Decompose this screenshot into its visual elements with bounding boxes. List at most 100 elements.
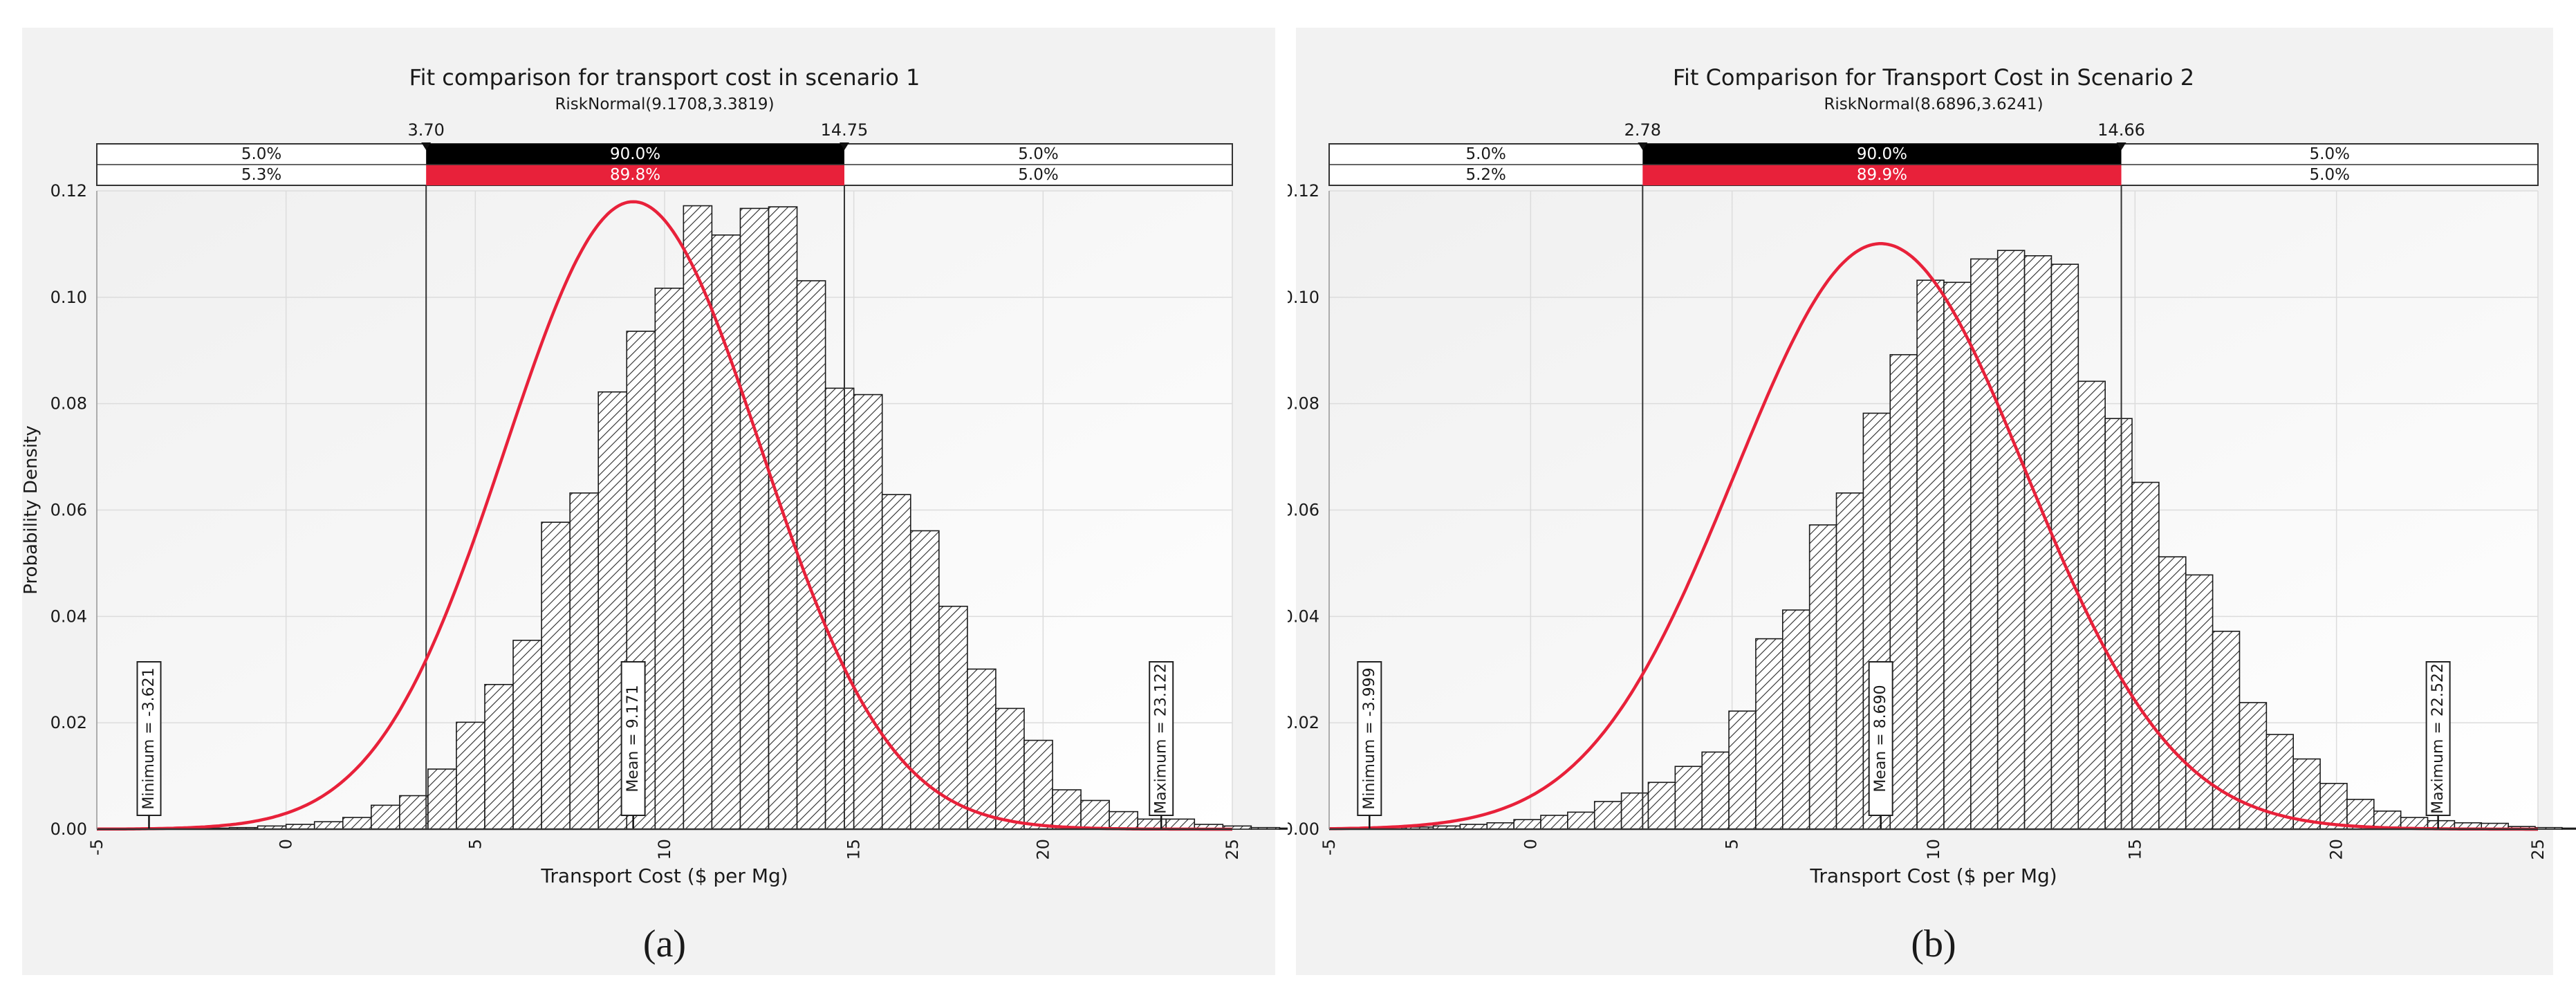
x-tick-label: 5 [465, 839, 485, 849]
histogram-bar [1023, 739, 1053, 830]
histogram-bar [2185, 574, 2214, 830]
histogram-bar [1567, 811, 1595, 830]
histogram-bar [1835, 492, 1864, 830]
delimiter-bar-middle-data [1642, 165, 2122, 185]
histogram-bar [2535, 826, 2563, 830]
y-tick-label: 0.12 [50, 181, 87, 201]
y-tick-label: 0.02 [1288, 713, 1319, 732]
histogram-bar [1513, 819, 1541, 830]
chart-panel-b: Minimum = -3.999 Mean = 8.690 Maximum = 22… [1288, 28, 2576, 975]
histogram-bar [427, 768, 457, 830]
histogram-bar [512, 640, 542, 830]
fit-curve [1329, 242, 2538, 831]
marker-label: Maximum = 22.522 [2429, 663, 2447, 814]
x-tick-label: 25 [2528, 839, 2548, 860]
histogram-bar [1808, 524, 1837, 830]
histogram-bar [853, 393, 883, 830]
x-tick-label: 20 [2327, 839, 2346, 860]
x-tick-label: -5 [87, 839, 106, 855]
histogram-bar [2292, 758, 2321, 830]
delimiter-percent-fit: 90.0% [1857, 145, 1907, 163]
marker-box [1868, 661, 1893, 816]
y-tick-label: 0.10 [1288, 288, 1319, 307]
histogram-bar [1970, 258, 1999, 830]
delimiter-percent-fit: 90.0% [610, 145, 660, 163]
histogram-bar [2561, 827, 2576, 830]
x-axis-title: Transport Cost ($ per Mg) [1809, 864, 2057, 887]
delimiter-percent-data: 5.0% [1018, 166, 1058, 184]
delimiter-handle [421, 142, 432, 150]
y-tick-label: 0.10 [50, 288, 87, 307]
histogram-bar [1620, 792, 1649, 830]
x-tick-label: 10 [655, 839, 674, 860]
histogram-bar [456, 721, 485, 830]
delimiter-handle [839, 142, 849, 150]
histogram-bar [1647, 781, 1676, 830]
chart-subtitle: RiskNormal(8.6896,3.6241) [1824, 95, 2043, 113]
x-tick-label: -5 [1319, 839, 1339, 855]
histogram-bar [796, 280, 826, 830]
histogram-bar [768, 206, 798, 830]
marker-label: Minimum = -3.621 [140, 667, 158, 809]
delimiter-percent-fit: 5.0% [2310, 145, 2350, 163]
histogram-bar [711, 234, 741, 830]
y-tick-label: 0.00 [50, 820, 87, 839]
histogram-bar [1109, 811, 1138, 830]
delimiter-value-label: 14.66 [2097, 120, 2145, 140]
histogram-bar [1996, 250, 2026, 830]
y-tick-label: 0.04 [1288, 607, 1319, 626]
delimiter-bar-middle-fit [426, 144, 844, 165]
histogram-bar [995, 707, 1025, 830]
y-tick-label: 0.02 [50, 713, 87, 732]
panel-caption: (b) [1911, 923, 1956, 965]
y-tick-label: 0.06 [50, 501, 87, 520]
delimiter-percent-fit: 5.0% [1465, 145, 1505, 163]
histogram-bar [1916, 279, 1945, 830]
delimiter-percent-fit: 5.0% [241, 145, 281, 163]
x-tick-label: 0 [277, 839, 296, 849]
x-axis-title: Transport Cost ($ per Mg) [540, 864, 788, 887]
y-tick-label: 0.00 [1288, 820, 1319, 839]
delimiter-percent-data: 5.3% [241, 166, 281, 184]
histogram-bar [967, 668, 997, 830]
y-tick-label: 0.08 [50, 394, 87, 414]
histogram-bar [2131, 481, 2160, 830]
delimiter-value-label: 14.75 [821, 120, 869, 140]
y-tick-label: 0.12 [1288, 181, 1319, 201]
histogram-bar [1889, 354, 1918, 830]
histogram-bar [1486, 822, 1514, 830]
marker-label: Mean = 9.171 [624, 685, 642, 792]
histogram-bar [2023, 255, 2053, 830]
delimiter-handle [2116, 142, 2126, 150]
x-tick-label: 25 [1223, 839, 1242, 860]
histogram-bar [1728, 710, 1757, 830]
marker-box [1357, 661, 1382, 816]
histogram-bar [541, 521, 571, 830]
histogram-bar [2158, 556, 2187, 830]
marker-box [1149, 661, 1174, 816]
histogram-bar [1943, 281, 1972, 830]
x-tick-label: 15 [844, 839, 864, 860]
y-tick-label: 0.08 [1288, 394, 1319, 414]
histogram-bar [1540, 815, 1568, 830]
x-tick-label: 20 [1033, 839, 1053, 860]
histogram-bar [342, 817, 372, 830]
x-tick-label: 15 [2125, 839, 2144, 860]
histogram-bar [654, 287, 685, 830]
histogram-bar [1674, 766, 1703, 830]
fit-curve [96, 200, 1232, 831]
marker-label: Minimum = -3.999 [1361, 667, 1378, 809]
x-tick-label: 0 [1521, 839, 1540, 849]
y-axis-title: Probability Density [21, 425, 41, 595]
chart-title: Fit Comparison for Transport Cost in Sce… [1673, 64, 2194, 91]
histogram-bar [739, 207, 770, 830]
histogram-bar [484, 683, 514, 830]
histogram-bar [881, 494, 911, 830]
delimiter-bar-middle-fit [1642, 144, 2122, 165]
chart-subtitle: RiskNormal(9.1708,3.3819) [555, 95, 774, 113]
delimiter-bar-middle-data [426, 165, 844, 185]
marker-label: Mean = 8.690 [1872, 685, 1889, 792]
delimiter-percent-data: 89.8% [610, 166, 660, 184]
x-tick-label: 5 [1723, 839, 1742, 849]
